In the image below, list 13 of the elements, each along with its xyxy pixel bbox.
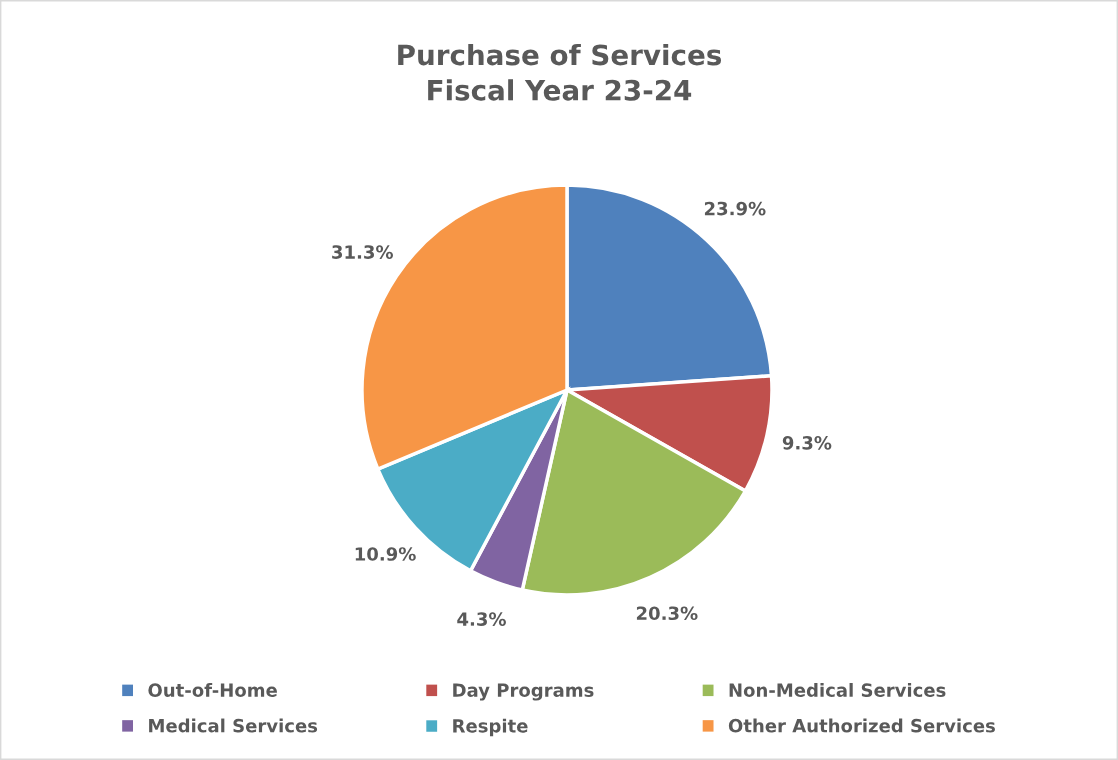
legend-label: Non-Medical Services bbox=[729, 683, 946, 697]
data-label: 4.3% bbox=[457, 612, 506, 626]
data-label: 9.3% bbox=[782, 436, 832, 450]
data-label: 20.3% bbox=[636, 606, 698, 621]
legend-label: Medical Services bbox=[149, 718, 318, 733]
legend-label: Out-of-Home bbox=[148, 683, 277, 697]
data-label: 10.9% bbox=[355, 547, 416, 561]
legend-label: Respite bbox=[453, 718, 528, 737]
legend-label: Day Programs bbox=[453, 683, 594, 701]
legend-label: Other Authorized Services bbox=[728, 718, 995, 733]
data-label: 23.9% bbox=[704, 201, 766, 216]
chart-title: Purchase of Services Fiscal Year 23-24 bbox=[398, 43, 722, 101]
data-label: 31.3% bbox=[332, 245, 393, 259]
